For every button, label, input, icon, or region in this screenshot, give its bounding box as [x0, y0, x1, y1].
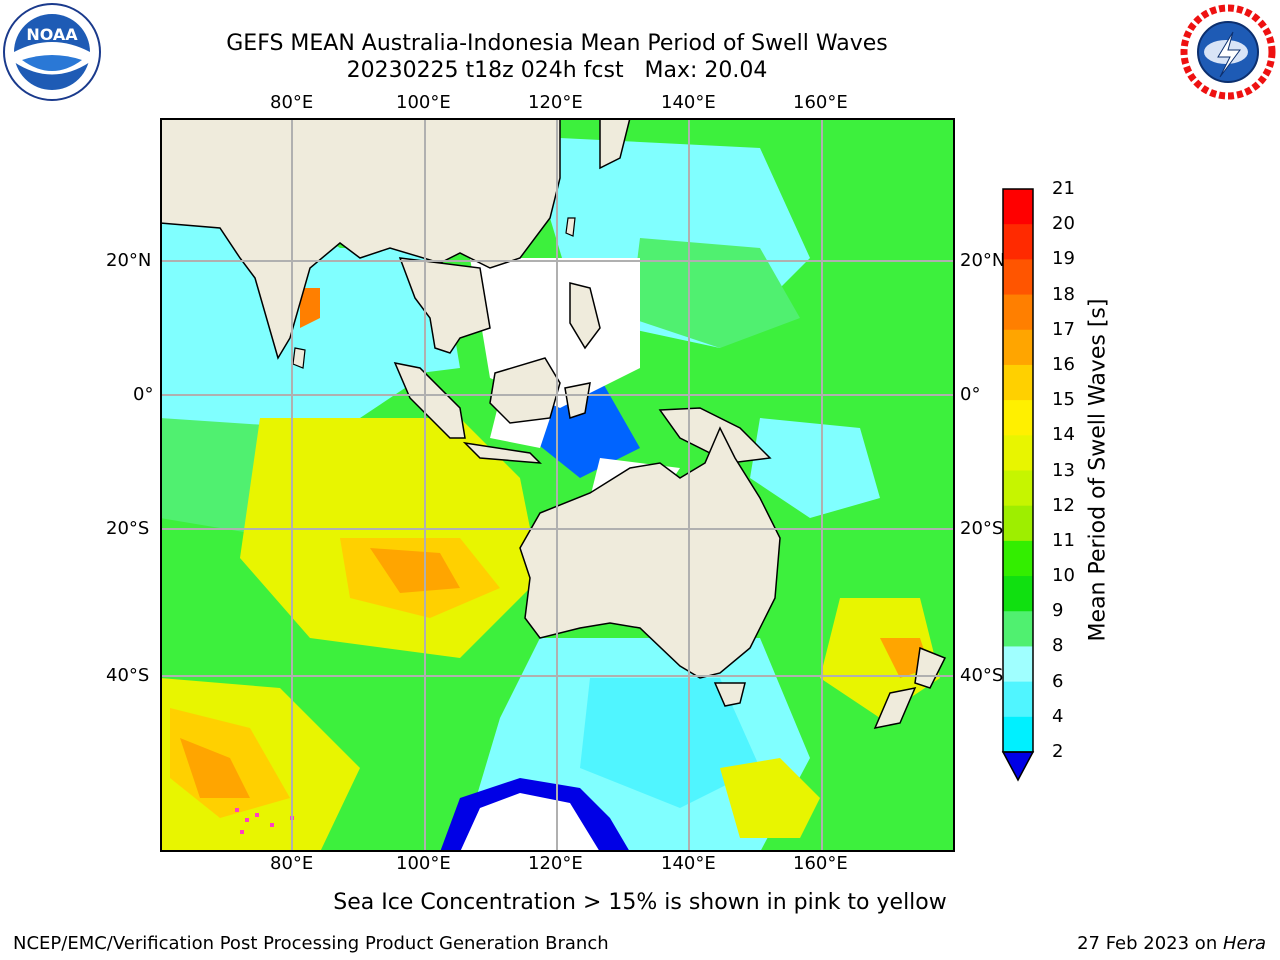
colorbar-segment [1003, 646, 1033, 683]
footer-date: 27 Feb 2023 on Hera [1077, 933, 1266, 954]
colorbar-segment [1003, 716, 1033, 753]
lon-label-top: 160°E [793, 92, 848, 113]
colorbar-tick-label: 20 [1052, 213, 1075, 235]
colorbar-tick-label: 17 [1052, 318, 1075, 340]
chart-subtitle: 20230225 t18z 024h fcst Max: 20.04 [346, 58, 768, 83]
chart-title: GEFS MEAN Australia-Indonesia Mean Perio… [226, 31, 888, 56]
colorbar-tick-label: 4 [1052, 705, 1064, 727]
lat-label-right: 20°N [960, 250, 1006, 271]
colorbar-segment [1003, 329, 1033, 366]
colorbar-segment [1003, 611, 1033, 647]
colorbar-tick-label: 9 [1052, 600, 1064, 622]
lon-label-top: 120°E [528, 92, 583, 113]
colorbar-segment [1003, 259, 1033, 296]
colorbar-segment [1003, 540, 1033, 577]
lat-label-right: 0° [960, 384, 981, 405]
colorbar-segment [1003, 576, 1033, 612]
colorbar-segment [1003, 224, 1033, 260]
footer-date-text: 27 Feb 2023 on [1077, 933, 1223, 954]
colorbar-tick-label: 16 [1052, 353, 1075, 375]
colorbar-segment [1003, 364, 1033, 401]
colorbar-segment [1003, 400, 1033, 436]
sea-ice-caption: Sea Ice Concentration > 15% is shown in … [333, 890, 947, 915]
colorbar-tick-label: 19 [1052, 248, 1075, 270]
swell-period-map [160, 118, 955, 852]
colorbar-title: Mean Period of Swell Waves [s] [1085, 298, 1111, 642]
lat-label-right: 20°S [960, 518, 1004, 539]
lat-label-left: 20°N [106, 250, 152, 271]
colorbar-segment [1003, 681, 1033, 718]
colorbar-tick-label: 12 [1052, 494, 1075, 516]
noaa-logo: NOAA [3, 3, 101, 101]
colorbar-segment [1003, 505, 1033, 542]
nws-logo [1180, 4, 1276, 100]
colorbar-tick-label: 18 [1052, 283, 1075, 305]
lon-label-top: 100°E [396, 92, 451, 113]
lon-label-bottom: 160°E [793, 853, 848, 874]
colorbar-tick-label: 11 [1052, 529, 1075, 551]
lon-label-bottom: 80°E [270, 853, 314, 874]
lat-label-left: 40°S [106, 665, 150, 686]
lon-label-bottom: 140°E [661, 853, 716, 874]
footer-host: Hera [1222, 933, 1266, 954]
colorbar-tick-label: 21 [1052, 178, 1075, 199]
colorbar-segment [1003, 189, 1033, 225]
colorbar-tick-label: 15 [1052, 389, 1075, 411]
colorbar-tick-label: 14 [1052, 424, 1075, 446]
colorbar-segment [1003, 470, 1033, 507]
lon-label-top: 140°E [661, 92, 716, 113]
colorbar-tick-label: 10 [1052, 565, 1075, 587]
footer-credit: NCEP/EMC/Verification Post Processing Pr… [13, 933, 609, 954]
colorbar-tick-label: 13 [1052, 459, 1075, 481]
lon-label-bottom: 120°E [528, 853, 583, 874]
colorbar-segment [1003, 294, 1033, 331]
svg-text:NOAA: NOAA [26, 25, 78, 44]
lat-label-left: 20°S [106, 518, 150, 539]
colorbar [1001, 188, 1035, 782]
lon-label-top: 80°E [270, 92, 314, 113]
colorbar-tick-label: 2 [1052, 741, 1064, 762]
lon-label-bottom: 100°E [396, 853, 451, 874]
lat-label-right: 40°S [960, 665, 1004, 686]
colorbar-segment [1003, 435, 1033, 471]
colorbar-tick-label: 8 [1052, 635, 1064, 657]
colorbar-tick-label: 6 [1052, 670, 1064, 692]
lat-label-left: 0° [133, 384, 154, 405]
